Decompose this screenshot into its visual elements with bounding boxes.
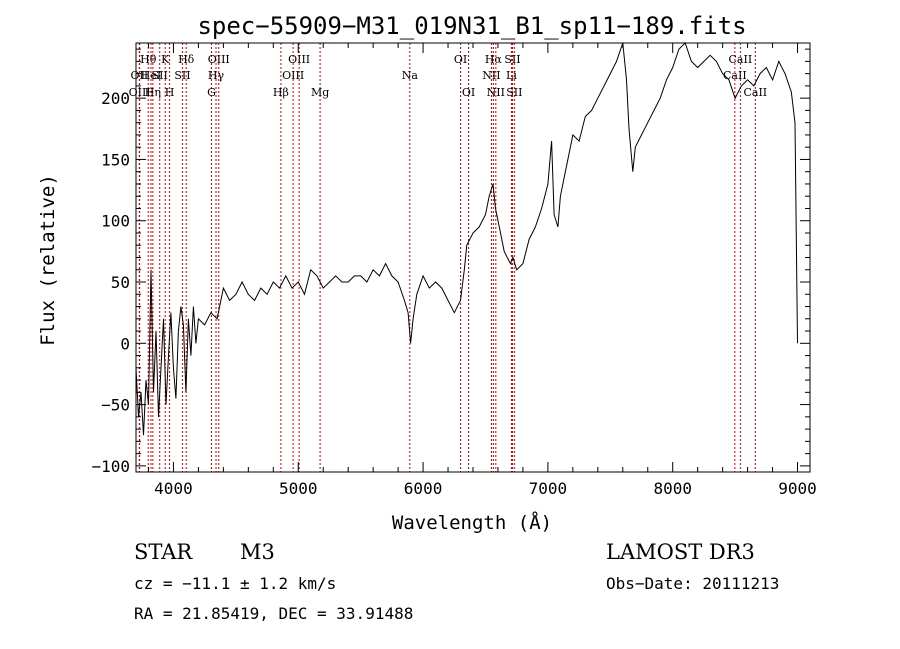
chart-title: spec−55909−M31_019N31_B1_sp11−189.fits (197, 12, 746, 40)
x-axis-ticks: 4000 5000 6000 7000 8000 9000 (147, 43, 817, 498)
line-label: SII (506, 86, 522, 99)
line-label: OI (462, 86, 475, 99)
y-tick-label: 150 (101, 150, 130, 169)
line-label: OIII (282, 69, 304, 82)
line-label: Hβ (273, 86, 289, 99)
x-tick-label: 8000 (653, 479, 692, 498)
y-axis-ticks: −100 −50 0 50 100 150 200 (91, 48, 810, 476)
x-tick-label: 9000 (778, 479, 817, 498)
line-label: Hθ (140, 53, 157, 66)
y-tick-label: 100 (101, 212, 130, 231)
line-label: Mg (311, 86, 329, 99)
object-class: STAR (134, 540, 193, 564)
emission-line-markers (138, 43, 756, 472)
y-tick-label: −100 (91, 457, 130, 476)
line-label: HeI (141, 69, 161, 82)
x-tick-label: 7000 (529, 479, 568, 498)
line-label: OI (454, 53, 467, 66)
x-axis-label: Wavelength (Å) (392, 511, 552, 534)
line-label: SII (174, 69, 190, 82)
line-label: CaII (729, 53, 753, 66)
y-tick-label: 0 (120, 334, 130, 353)
line-label: Na (402, 69, 419, 82)
spectrum-line (135, 42, 798, 436)
line-label: G (207, 86, 216, 99)
ra-dec: RA = 21.85419, DEC = 33.91488 (134, 604, 414, 623)
y-tick-label: 50 (111, 273, 130, 292)
line-label: SII (504, 53, 520, 66)
line-label: NII (487, 86, 505, 99)
x-tick-label: 4000 (154, 479, 193, 498)
line-label: OIII (288, 53, 310, 66)
line-label: Li (506, 69, 517, 82)
line-label: OII (131, 69, 149, 82)
line-label: H (165, 86, 175, 99)
line-label: CaII (743, 86, 767, 99)
plot-frame (135, 42, 811, 473)
line-label: NII (482, 69, 500, 82)
line-label: OIII (208, 53, 230, 66)
line-label: Hγ (208, 69, 225, 82)
y-tick-label: 200 (101, 89, 130, 108)
survey-name: LAMOST DR3 (606, 540, 755, 564)
x-tick-label: 6000 (404, 479, 443, 498)
x-tick-label: 5000 (279, 479, 318, 498)
object-subclass: M3 (240, 540, 275, 564)
y-tick-label: −50 (101, 396, 130, 415)
line-label: CaII (723, 69, 747, 82)
observation-date: Obs−Date: 20111213 (606, 574, 780, 593)
y-axis-label: Flux (relative) (37, 174, 59, 346)
line-label: K (161, 53, 170, 66)
line-label: Hα (485, 53, 503, 66)
line-label: OIII (129, 86, 151, 99)
line-label: Hδ (178, 53, 195, 66)
redshift-cz: cz = −11.1 ± 1.2 km/s (134, 574, 337, 593)
line-label: SII (152, 69, 168, 82)
line-label: Hη (145, 86, 161, 99)
